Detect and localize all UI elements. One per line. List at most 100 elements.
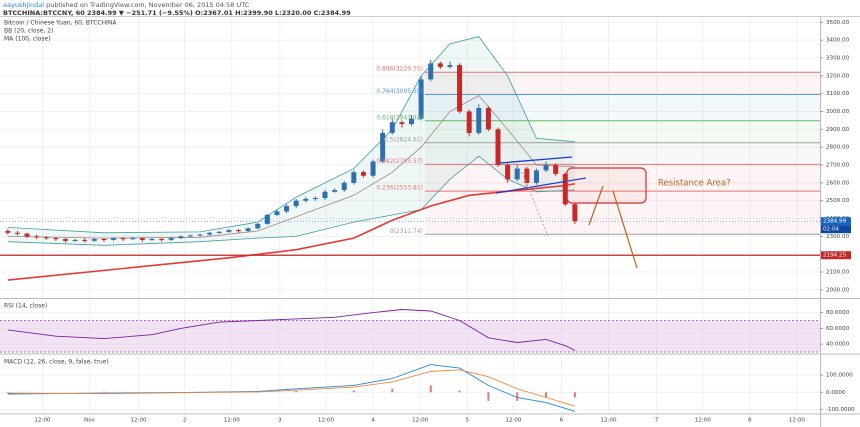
- y-tick-label: 2300.00: [826, 234, 850, 240]
- candle-body: [197, 234, 203, 236]
- candle-body: [43, 237, 49, 239]
- candle-body: [524, 168, 530, 183]
- y-tick-label: 40.0000: [826, 342, 850, 348]
- last-price-label: 2384.99: [823, 219, 847, 225]
- x-tick-label: Nov: [84, 418, 96, 424]
- author[interactable]: aayushjindal: [3, 1, 44, 9]
- y-tick-label: 0.0000: [826, 390, 846, 396]
- candle-body: [533, 170, 539, 183]
- price-label-box: [821, 251, 851, 260]
- legend-entry: Bitcoin / Chinese Yuan, 60, BTCCHINA: [4, 20, 117, 27]
- candle-body: [332, 189, 338, 192]
- last-time-box: [821, 225, 851, 234]
- candle-body: [312, 198, 318, 200]
- y-tick-label: 2100.00: [826, 270, 850, 276]
- y-tick-label: 2800.00: [826, 145, 850, 151]
- histogram-bar: [545, 392, 548, 398]
- x-tick-label: 12:00: [600, 418, 617, 424]
- y-tick-label: 60.0000: [826, 326, 850, 332]
- candle-body: [235, 230, 241, 232]
- x-tick-label: 5: [465, 418, 469, 424]
- fib-label: 0.5(2824.61): [384, 136, 423, 143]
- histogram-bar: [429, 385, 432, 393]
- y-tick-label: 100.0000: [826, 373, 853, 379]
- x-tick-label: 2: [183, 418, 187, 424]
- header-line: aayushjindal published on TradingView.co…: [3, 1, 250, 9]
- candle-body: [72, 239, 78, 241]
- candle-body: [293, 200, 299, 207]
- candle-body: [562, 173, 568, 205]
- trend-line: [495, 177, 587, 194]
- rsi-band: [0, 320, 820, 352]
- arrow: [612, 190, 638, 269]
- candle-body: [284, 206, 290, 212]
- annotation: Resistance Area?: [658, 179, 731, 189]
- candle-body: [447, 65, 453, 67]
- y-tick-label: 2600.00: [826, 180, 850, 186]
- grid-layer: [0, 17, 823, 413]
- histogram-bar: [516, 392, 519, 401]
- candle-body: [514, 168, 520, 180]
- candle-body: [91, 239, 97, 241]
- histogram-bar: [487, 392, 490, 401]
- signal-line: [7, 369, 576, 407]
- fib-band: [425, 164, 820, 192]
- candle-body: [572, 204, 578, 222]
- y-tick-label: 3000.00: [826, 109, 850, 115]
- candle-body: [351, 172, 357, 183]
- candle-body: [553, 165, 559, 174]
- y-tick-label: 2900.00: [826, 127, 850, 133]
- y-tick-label: 2000.00: [826, 287, 850, 293]
- candle-body: [466, 111, 472, 133]
- x-tick-label: 12:00: [130, 418, 147, 424]
- candle-body: [360, 172, 366, 176]
- candle-body: [82, 239, 88, 241]
- x-tick-label: 3: [278, 418, 282, 424]
- rsi-line: [7, 309, 576, 351]
- bb-fill: [7, 36, 575, 246]
- x-tick-label: 12:00: [224, 418, 241, 424]
- candle-body: [322, 191, 328, 199]
- y-tick-label: 3300.00: [826, 56, 850, 62]
- drawings: [495, 156, 647, 269]
- y-tick-label: 3400.00: [826, 38, 850, 44]
- histogram-bar: [458, 390, 461, 393]
- candle-body: [399, 122, 405, 125]
- fib-label: 0.618(2947.92): [376, 114, 423, 121]
- candle-body: [139, 238, 145, 240]
- candle-body: [264, 214, 270, 224]
- candle-body: [505, 165, 511, 180]
- fib-label: 0.886(3220.55): [376, 66, 423, 73]
- legend-entry: MACD (12, 26, close, 9, false, true): [4, 359, 109, 366]
- candle-body: [428, 63, 434, 80]
- published: published on TradingView.com, November 0…: [46, 1, 250, 9]
- candle-body: [14, 232, 20, 234]
- candle-body: [34, 236, 40, 238]
- fib-band: [425, 142, 820, 165]
- fib-band: [425, 191, 820, 235]
- text-layer: 12:00 Nov 12:00 2 12:00 3 12:00 4 12:00 5 12:00 6 12…: [4, 20, 855, 424]
- candle-body: [245, 228, 251, 232]
- trend-line: [499, 156, 573, 164]
- candle-body: [495, 129, 501, 166]
- candle-body: [226, 230, 232, 232]
- y-tick-label: 3500.00: [826, 20, 850, 26]
- candle-body: [111, 238, 117, 240]
- y-tick-label: -100.0000: [826, 407, 855, 413]
- x-tick-label: 12:00: [505, 418, 522, 424]
- candle-body: [62, 239, 68, 241]
- candle-body: [476, 107, 482, 133]
- candle-body: [5, 231, 11, 233]
- candle-body: [159, 239, 165, 241]
- fib-band: [425, 120, 820, 143]
- x-tick-label: 12:00: [318, 418, 335, 424]
- candle-body: [303, 198, 309, 201]
- bb-basis: [7, 94, 575, 239]
- y-tick-label: 80.0000: [826, 310, 850, 316]
- ma-line: [7, 183, 576, 281]
- candle-body: [543, 165, 549, 171]
- price-label: 2194.25: [823, 253, 847, 259]
- fib-band: [425, 72, 820, 95]
- candle-body: [380, 132, 386, 162]
